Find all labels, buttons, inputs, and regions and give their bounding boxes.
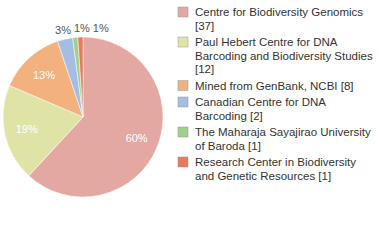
svg-text:Research Center in Biodiversit: Research Center in Biodiversityand Genet… (195, 156, 356, 182)
svg-text:13%: 13% (33, 69, 55, 81)
svg-text:3%: 3% (55, 24, 71, 36)
svg-text:19%: 19% (16, 123, 38, 135)
svg-text:60%: 60% (126, 132, 148, 144)
svg-text:1%: 1% (93, 22, 109, 34)
svg-text:Centre for Biodiversity Genomi: Centre for Biodiversity Genomics[37] (195, 6, 363, 32)
svg-text:Mined from GenBank, NCBI [8]: Mined from GenBank, NCBI [8] (195, 80, 354, 92)
svg-text:Paul Hebert Centre for DNABarc: Paul Hebert Centre for DNABarcoding and … (195, 36, 373, 75)
svg-text:Canadian Centre for DNABarcodi: Canadian Centre for DNABarcoding [2] (195, 96, 326, 122)
svg-text:The Maharaja Sayajirao Univers: The Maharaja Sayajirao Universityof Baro… (195, 126, 371, 152)
svg-text:1%: 1% (74, 22, 90, 34)
